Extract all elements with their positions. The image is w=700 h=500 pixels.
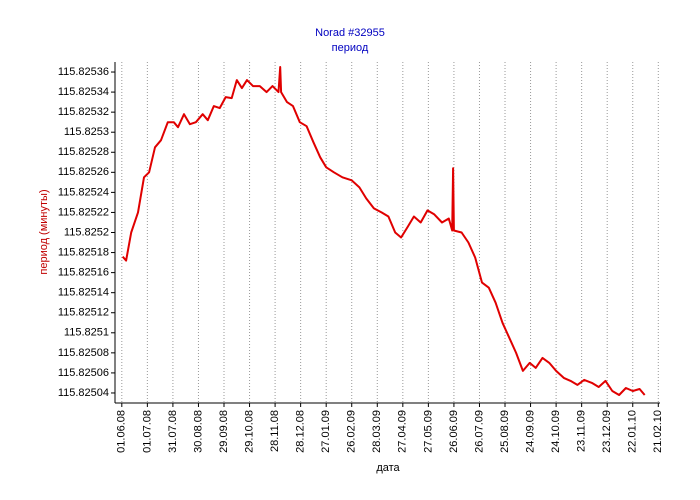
- y-tick-label: 115.82512: [58, 307, 109, 319]
- x-tick-label: 26.06.09: [448, 410, 460, 453]
- y-tick-label: 115.8251: [64, 327, 109, 339]
- x-tick-label: 22.01.10: [627, 410, 639, 453]
- y-tick-label: 115.82536: [58, 66, 109, 78]
- y-tick-label: 115.82526: [58, 166, 109, 178]
- x-tick-label: 23.11.09: [576, 410, 588, 452]
- y-tick-label: 115.82516: [58, 267, 109, 279]
- y-tick-label: 115.82528: [58, 146, 109, 158]
- x-tick-label: 28.03.09: [371, 410, 383, 453]
- y-tick-label: 115.82514: [58, 287, 109, 299]
- x-tick-label: 27.05.09: [422, 410, 434, 453]
- x-tick-label: 23.12.09: [601, 410, 613, 453]
- line-series: [121, 66, 646, 396]
- y-axis-label: период (минуты): [38, 189, 50, 274]
- x-tick-label: 31.07.08: [167, 410, 179, 453]
- x-tick-label: 24.09.09: [524, 410, 536, 453]
- y-tick-label: 115.82518: [58, 246, 109, 258]
- x-axis-label: дата: [376, 462, 400, 474]
- y-tick-label: 115.82534: [58, 86, 109, 98]
- y-tick-label: 115.8253: [64, 126, 109, 138]
- x-tick-label: 29.10.08: [243, 410, 255, 453]
- x-tick-label: 28.11.08: [269, 410, 281, 452]
- x-tick-label: 27.01.09: [320, 410, 332, 453]
- x-tick-label: 26.02.09: [346, 410, 358, 453]
- y-tick-label: 115.82532: [58, 106, 109, 118]
- x-tick-label: 30.08.08: [192, 410, 204, 453]
- y-tick-label: 115.82524: [58, 186, 109, 198]
- y-tick-label: 115.82506: [58, 367, 109, 379]
- y-tick-label: 115.82522: [58, 206, 109, 218]
- x-tick-label: 21.02.10: [652, 410, 664, 453]
- y-tick-label: 115.8252: [64, 226, 109, 238]
- x-tick-label: 01.07.08: [141, 410, 153, 453]
- x-tick-label: 26.07.09: [473, 410, 485, 453]
- x-tick-label: 24.10.09: [550, 410, 562, 453]
- x-tick-label: 25.08.09: [499, 410, 511, 453]
- chart-subtitle: период: [332, 42, 369, 54]
- y-tick-label: 115.82508: [58, 347, 109, 359]
- x-tick-label: 29.09.08: [218, 410, 230, 453]
- x-tick-label: 01.06.08: [116, 410, 128, 453]
- y-tick-label: 115.82504: [58, 387, 109, 399]
- x-tick-label: 28.12.08: [295, 410, 307, 453]
- chart-title: Norad #32955: [315, 27, 385, 39]
- x-tick-label: 27.04.09: [397, 410, 409, 453]
